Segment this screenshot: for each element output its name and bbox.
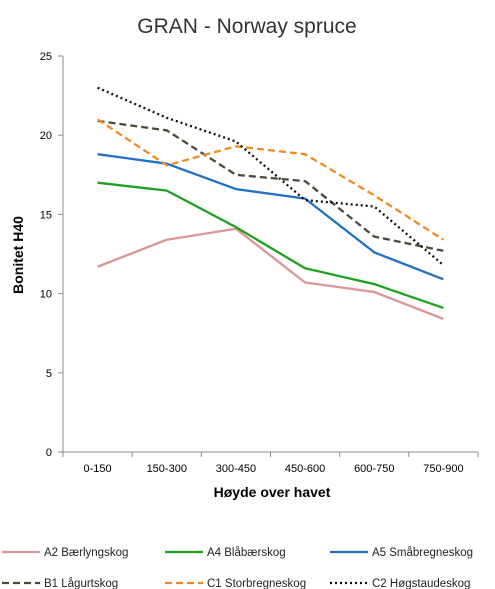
y-tick-label: 5 [46, 368, 52, 380]
legend-label: A5 Småbregneskog [372, 547, 473, 559]
y-axis-title: Bonitet H40 [10, 216, 26, 294]
series-line-1 [97, 227, 444, 320]
legend-label: C1 Storbregneskog [207, 578, 306, 589]
x-axis-title: Høyde over havet [214, 484, 331, 500]
x-tick-label: 750-900 [423, 463, 463, 475]
legend-label: B1 Lågurtskog [44, 578, 118, 589]
legend-item: C1 Storbregneskog [165, 578, 306, 589]
legend-label: A4 Blåbærskog [207, 547, 286, 559]
y-tick-label: 15 [40, 209, 52, 221]
x-tick-label: 150-300 [147, 463, 187, 475]
x-tick-label: 0-150 [84, 463, 112, 475]
series-line-3 [97, 153, 444, 281]
series-line-5 [96, 118, 445, 241]
y-tick-label: 0 [46, 447, 52, 459]
legend-label: C2 Høgstaudeskog [372, 578, 470, 589]
legend-label: A2 Bærlyngskog [44, 547, 128, 559]
x-tick-label: 600-750 [354, 463, 394, 475]
legend: A2 Bærlyngskog A4 Blåbærskog A5 Småbregnes… [2, 547, 473, 589]
series-line-4 [97, 119, 444, 252]
y-tick-label: 10 [40, 289, 52, 301]
legend-item: A4 Blåbærskog [165, 547, 286, 559]
series-line-6 [97, 86, 445, 266]
legend-item: C2 Høgstaudeskog [330, 578, 470, 589]
x-tick-label: 300-450 [216, 463, 256, 475]
series-line-2 [97, 181, 444, 309]
legend-item: A2 Bærlyngskog [2, 547, 128, 559]
legend-item: B1 Lågurtskog [2, 578, 118, 589]
plot-area: 0 5 10 15 20 25 0-150 150-300 300-450 450-600 600-… [40, 51, 479, 475]
y-tick-label: 20 [40, 130, 52, 142]
chart-title: GRAN - Norway spruce [137, 15, 356, 38]
y-tick-label: 25 [40, 51, 52, 63]
x-tick-label: 450-600 [285, 463, 325, 475]
legend-item: A5 Småbregneskog [330, 547, 473, 559]
